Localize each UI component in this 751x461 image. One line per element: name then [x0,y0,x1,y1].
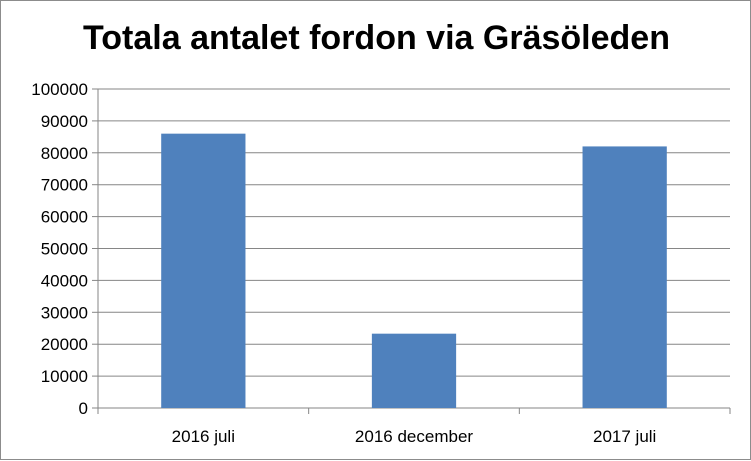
y-tick-label: 0 [79,399,88,418]
y-tick-label: 80000 [41,144,88,163]
y-tick-label: 40000 [41,271,88,290]
y-tick-label: 70000 [41,176,88,195]
y-tick-label: 30000 [41,303,88,322]
y-tick-label: 60000 [41,208,88,227]
x-tick-label: 2016 december [355,427,473,446]
x-tick-label: 2016 juli [172,427,235,446]
chart-title: Totala antalet fordon via Gräsöleden [83,19,670,57]
y-tick-label: 90000 [41,112,88,131]
y-tick-label: 20000 [41,335,88,354]
y-tick-label: 100000 [31,80,88,99]
bar [371,333,457,408]
bar [161,133,246,408]
y-tick-label: 50000 [41,240,88,259]
x-tick-label: 2017 juli [593,427,656,446]
y-tick-label: 10000 [41,367,88,386]
bar [582,146,667,409]
